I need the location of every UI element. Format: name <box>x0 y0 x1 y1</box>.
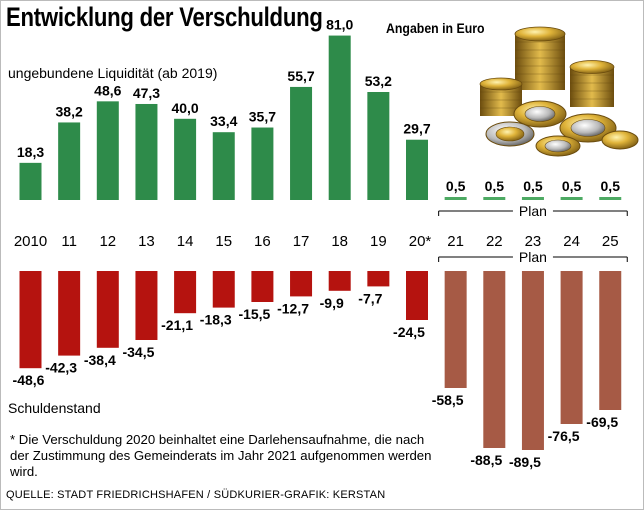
debt-value-13: -34,5 <box>122 344 154 360</box>
debt-value-17: -12,7 <box>277 300 309 316</box>
liquidity-bar-21 <box>444 197 467 200</box>
year-tick-labels: 2010 11 12 13 14 15 16 17 18 19 20* 21 22 23 24 25 <box>14 233 619 250</box>
year-label-14: 14 <box>177 233 194 250</box>
debt-value-11: -42,3 <box>45 360 77 376</box>
liquidity-bar-19 <box>367 92 390 200</box>
liquidity-value-2010: 18,3 <box>17 144 44 160</box>
debt-bar-12 <box>96 271 119 348</box>
liquidity-bar-17 <box>290 86 313 200</box>
debt-bar-21 <box>444 271 467 388</box>
year-label-20: 20* <box>409 233 432 250</box>
liquidity-value-15: 33,4 <box>210 113 237 129</box>
debt-value-15: -18,3 <box>200 312 232 328</box>
debt-bar-13 <box>135 271 158 340</box>
debt-value-23: -89,5 <box>509 454 541 470</box>
debt-value-18: -9,9 <box>320 295 344 311</box>
debt-bar-25 <box>599 271 622 410</box>
liquidity-value-20: 29,7 <box>403 121 430 137</box>
liquidity-bar-16 <box>251 127 274 200</box>
debt-value-2010: -48,6 <box>13 372 45 388</box>
liquidity-value-22: 0,5 <box>485 178 505 194</box>
liquidity-value-16: 35,7 <box>249 109 276 125</box>
liquidity-bar-18 <box>328 35 351 200</box>
debt-value-19: -7,7 <box>358 290 382 306</box>
liquidity-value-24: 0,5 <box>562 178 582 194</box>
unit-note: Angaben in Euro <box>386 20 485 36</box>
debt-value-24: -76,5 <box>548 428 580 444</box>
liquidity-value-18: 81,0 <box>326 17 353 33</box>
coin-stack-illustration <box>479 26 639 157</box>
liquidity-value-11: 38,2 <box>56 103 83 119</box>
debt-value-14: -21,1 <box>161 317 193 333</box>
debt-bar-16 <box>251 271 274 302</box>
year-label-12: 12 <box>99 233 116 250</box>
debt-value-12: -38,4 <box>84 352 116 368</box>
liquidity-bar-14 <box>174 118 197 200</box>
debt-bars <box>19 271 622 450</box>
year-label-16: 16 <box>254 233 271 250</box>
debt-value-20: -24,5 <box>393 324 425 340</box>
chart-title: Entwicklung der Verschuldung <box>6 2 323 32</box>
liquidity-value-17: 55,7 <box>287 68 314 84</box>
liquidity-bar-24 <box>560 197 583 200</box>
debt-bar-15 <box>212 271 235 308</box>
liquidity-bar-11 <box>58 122 81 200</box>
year-label-18: 18 <box>331 233 348 250</box>
footnote: * Die Verschuldung 2020 beinhaltet eine … <box>10 432 432 479</box>
debt-series-label: Schuldenstand <box>8 400 101 416</box>
year-label-21: 21 <box>447 233 464 250</box>
liquidity-bar-20 <box>406 139 428 200</box>
debt-value-21: -58,5 <box>432 392 464 408</box>
debt-bar-18 <box>328 271 351 291</box>
debt-bar-14 <box>174 271 197 314</box>
debt-value-labels: -48,6-42,3 -38,4 -34,5 -21,1 -18,3 -15,5 -12,7… <box>13 290 619 470</box>
debt-bar-23 <box>521 271 544 450</box>
liquidity-bar-23 <box>521 197 544 200</box>
year-label-22: 22 <box>486 233 503 250</box>
year-label-11: 11 <box>61 233 77 250</box>
liquidity-bar-25 <box>599 197 622 200</box>
liquidity-series-label: ungebundene Liquidität (ab 2019) <box>8 65 217 81</box>
liquidity-bar-13 <box>135 103 158 200</box>
source-credit: QUELLE: STADT FRIEDRICHSHAFEN / SÜDKURIE… <box>6 489 386 501</box>
plan-label-top: Plan <box>519 203 547 219</box>
year-label-17: 17 <box>293 233 310 250</box>
debt-bar-2010 <box>19 271 42 369</box>
liquidity-value-25: 0,5 <box>601 178 621 194</box>
year-label-24: 24 <box>563 233 580 250</box>
debt-bar-20 <box>406 271 428 320</box>
plan-bracket-bottom: Plan <box>438 249 628 265</box>
debt-bar-11 <box>58 271 81 356</box>
liquidity-bar-22 <box>483 197 506 200</box>
year-label-19: 19 <box>370 233 387 250</box>
debt-bar-22 <box>483 271 506 448</box>
year-label-13: 13 <box>138 233 155 250</box>
debt-value-16: -15,5 <box>238 306 270 322</box>
liquidity-bar-15 <box>212 132 235 200</box>
debt-value-22: -88,5 <box>470 452 502 468</box>
liquidity-value-13: 47,3 <box>133 85 160 101</box>
liquidity-value-labels: 18,3 38,2 48,6 47,3 40,0 33,4 35,7 55,7 81,0 53,2… <box>17 17 620 194</box>
year-label-2010: 2010 <box>14 233 47 250</box>
year-label-25: 25 <box>602 233 619 250</box>
debt-bar-24 <box>560 271 583 424</box>
plan-bracket-top: Plan <box>438 203 628 219</box>
debt-bar-17 <box>290 271 313 297</box>
liquidity-value-19: 53,2 <box>365 73 392 89</box>
debt-value-25: -69,5 <box>586 414 618 430</box>
liquidity-value-14: 40,0 <box>171 100 198 116</box>
liquidity-value-12: 48,6 <box>94 82 121 98</box>
year-label-15: 15 <box>215 233 232 250</box>
year-label-23: 23 <box>525 233 542 250</box>
liquidity-bars <box>19 35 622 200</box>
liquidity-value-23: 0,5 <box>523 178 543 194</box>
liquidity-bar-2010 <box>19 162 42 200</box>
liquidity-value-21: 0,5 <box>446 178 466 194</box>
plan-label-bottom: Plan <box>519 249 547 265</box>
liquidity-bar-12 <box>96 101 119 200</box>
debt-bar-19 <box>367 271 390 287</box>
